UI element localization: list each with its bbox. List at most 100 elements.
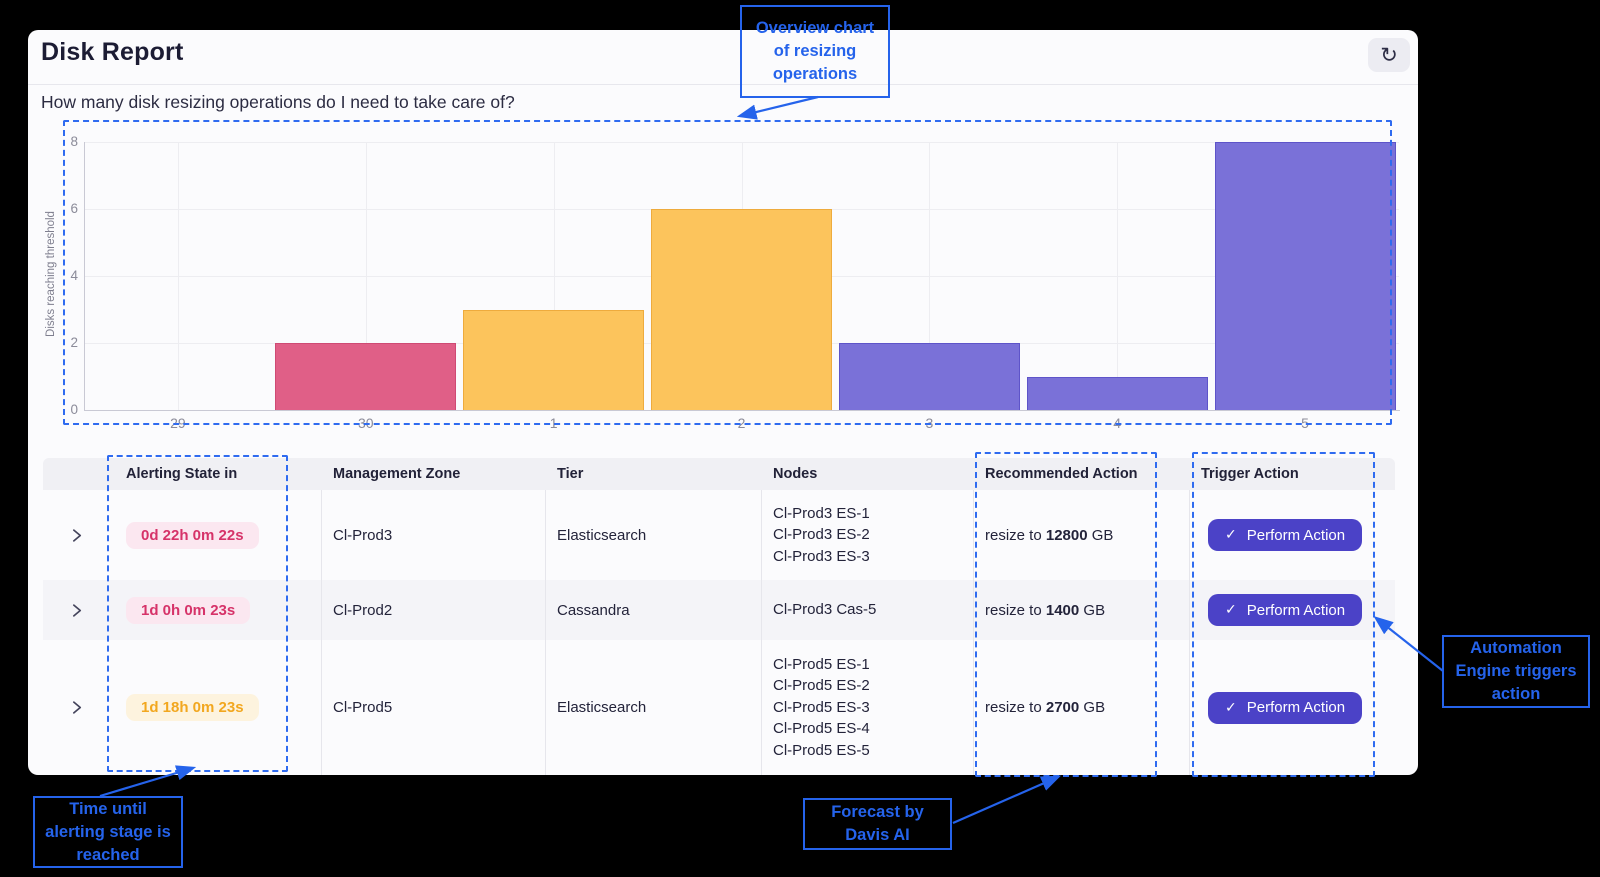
x-tick-label: 29 [170,415,186,431]
chevron-right-icon [72,528,82,542]
perform-action-label: Perform Action [1246,699,1346,716]
node-name: Cl-Prod5 ES-4 [773,720,870,738]
column-separator [973,490,974,775]
annotation-line: Engine triggers [1455,662,1577,680]
annotation-line: reached [76,845,140,864]
check-icon: ✓ [1225,602,1237,618]
row-expand-button[interactable] [43,700,110,715]
gridline-vertical [1117,142,1119,410]
bar-chart: Disks reaching threshold 0 2 4 6 8 29 30 1 2 3 4 5 [28,30,1418,460]
refresh-icon: ↻ [1380,42,1398,67]
bar-2 [651,209,832,410]
arrow-forecast [952,775,1062,825]
table-row: 0d 22h 0m 22s Cl-Prod3 Elasticsearch Cl-Pro… [43,490,1395,580]
x-tick-label: 2 [737,415,746,431]
recommended-action-cell: resize to 1400 GB [985,601,1106,619]
check-icon: ✓ [1225,527,1237,543]
perform-action-button[interactable]: ✓ Perform Action [1208,594,1363,626]
bar-5 [1214,142,1396,410]
management-zone-cell: Cl-Prod5 [333,699,393,716]
nodes-cell: Cl-Prod3 ES-1 Cl-Prod3 ES-2 Cl-Prod3 ES-3 [757,503,969,568]
annotation-line: of resizing [773,42,857,60]
node-name: Cl-Prod5 ES-2 [773,677,870,695]
bar-4 [1026,376,1208,410]
y-tick-label: 8 [70,134,78,149]
management-zone-cell: Cl-Prod2 [333,601,393,619]
annotation-overview: Overview chart of resizing operations [740,5,890,98]
annotation-line: Forecast by [831,803,924,821]
x-tick-label: 1 [549,415,558,431]
alerting-countdown-badge: 0d 22h 0m 22s [126,521,259,549]
header-divider [28,84,1418,85]
x-tick-label: 5 [1301,415,1309,431]
row-expand-button[interactable] [43,603,110,618]
perform-action-label: Perform Action [1246,526,1346,544]
node-name: Cl-Prod3 ES-2 [773,526,870,544]
alerting-state-cell: 1d 18h 0m 23s [110,694,317,721]
column-separator [1189,490,1190,775]
table-row: 1d 18h 0m 23s Cl-Prod5 Elasticsearch Cl-Pro… [43,640,1395,775]
recommended-action-cell: resize to 12800 GB [985,526,1114,544]
annotation-line: Overview chart [755,19,875,37]
perform-action-button[interactable]: ✓ Perform Action [1208,691,1363,724]
perform-action-button[interactable]: ✓ Perform Action [1208,519,1363,551]
recommended-size-value: 2700 [1045,699,1080,716]
column-header-management-zone: Management Zone [333,466,461,482]
bar-30 [275,343,457,410]
column-header-nodes: Nodes [773,466,818,482]
annotation-line: action [1491,685,1541,703]
trigger-action-cell: ✓ Perform Action [1185,519,1395,551]
tier-cell: Cassandra [557,601,630,619]
y-tick-label: 0 [70,402,78,417]
x-tick-label: 4 [1113,415,1122,431]
x-tick-label: 30 [357,415,374,431]
alerting-state-cell: 1d 0h 0m 23s [110,596,317,624]
annotation-line: alerting stage is [45,822,171,841]
table-header: Alerting State in Management Zone Tier Node… [43,458,1395,490]
annotation-line: Davis AI [845,826,910,844]
column-separator [321,490,322,775]
column-header-trigger-action: Trigger Action [1201,466,1299,482]
chevron-right-icon [72,701,82,714]
annotation-time: Time until alerting stage is reached [33,796,183,868]
annotation-line: Automation [1470,639,1562,657]
column-separator [761,490,762,775]
y-tick-label: 2 [70,335,78,350]
management-zone-cell: Cl-Prod3 [333,526,393,544]
gridline-vertical [553,142,555,410]
annotation-line: Time until [69,799,147,818]
bar-3 [838,343,1020,410]
y-axis-spine [84,142,85,410]
node-name: Cl-Prod3 ES-3 [773,547,870,565]
annotation-forecast: Forecast by Davis AI [803,798,952,850]
node-name: Cl-Prod5 ES-5 [773,741,870,759]
recommended-size-value: 12800 [1045,526,1088,544]
gridline-vertical [177,142,179,410]
nodes-cell: Cl-Prod5 ES-1 Cl-Prod5 ES-2 Cl-Prod5 ES-3 C… [757,654,969,762]
row-expand-button[interactable] [43,528,110,543]
node-name: Cl-Prod3 ES-1 [773,504,870,522]
column-header-recommended-action: Recommended Action [985,466,1138,482]
nodes-cell: Cl-Prod3 Cas-5 [757,599,969,621]
trigger-action-cell: ✓ Perform Action [1185,691,1395,724]
column-header-tier: Tier [557,466,584,482]
y-tick-label: 4 [70,268,78,283]
chevron-right-icon [72,603,82,617]
x-axis-spine [84,410,1400,411]
bar-1 [463,309,645,410]
recommended-action-cell: resize to 2700 GB [985,699,1106,716]
gridline-vertical [929,142,931,410]
annotation-automation: Automation Engine triggers action [1442,635,1590,708]
node-name: Cl-Prod5 ES-3 [773,698,870,716]
refresh-button[interactable]: ↻ [1368,38,1410,72]
gridline-vertical [365,142,367,410]
page-title: Disk Report [41,38,184,66]
tier-cell: Elasticsearch [557,526,647,544]
x-tick-label: 3 [925,415,934,431]
recommended-size-value: 1400 [1045,601,1080,619]
annotation-line: operations [772,65,858,83]
table-row: 1d 0h 0m 23s Cl-Prod2 Cassandra Cl-Prod3 Ca… [43,580,1395,640]
question-text: How many disk resizing operations do I n… [41,92,515,112]
node-name: Cl-Prod5 ES-1 [773,655,870,673]
node-name: Cl-Prod3 Cas-5 [773,601,877,619]
